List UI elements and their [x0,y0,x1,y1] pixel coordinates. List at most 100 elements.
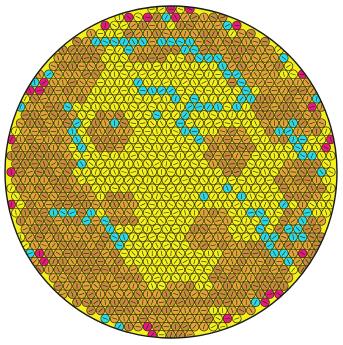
particle-orientation-arrow [239,146,244,150]
particle-orientation-arrow [156,128,158,134]
particle-orientation-arrow [292,185,295,191]
particle-orientation-arrow [254,120,257,126]
particle-orientation-arrow [36,170,42,174]
particle-orientation-arrow [329,202,333,208]
particle-orientation-arrow [103,170,108,174]
particle-orientation-arrow [140,236,146,238]
particle-orientation-arrow [178,219,183,223]
particle-orientation-arrow [146,226,149,232]
particle-orientation-arrow [178,316,183,321]
particle-orientation-arrow [292,250,295,256]
particle-orientation-arrow [79,80,84,85]
particle-orientation-arrow [258,161,262,167]
particle-orientation-arrow [179,234,182,240]
particle-orientation-arrow [102,40,108,44]
particle-orientation-arrow [102,317,108,320]
particle-orientation-arrow [230,96,234,102]
particle-orientation-arrow [304,130,310,132]
particle-orientation-arrow [169,267,173,273]
particle-orientation-arrow [212,161,215,167]
particle-orientation-arrow [37,104,41,110]
particle-orientation-arrow [305,194,310,199]
particle-orientation-arrow [250,96,252,102]
particle-orientation-arrow [197,22,201,28]
particle-orientation-arrow [262,300,268,304]
particle-orientation-arrow [254,299,257,305]
particle-orientation-arrow [234,186,239,191]
particle-orientation-arrow [118,161,121,167]
particle-orientation-arrow [113,55,116,61]
particle-orientation-arrow [174,14,178,20]
particle-orientation-arrow [276,292,282,296]
particle-orientation-arrow [159,72,164,77]
particle-orientation-arrow [52,210,55,216]
particle-orientation-arrow [141,39,145,45]
particle-orientation-arrow [301,218,305,224]
particle-orientation-arrow [184,128,186,134]
particle-orientation-arrow [201,260,207,263]
particle-orientation-arrow [257,194,263,199]
particle-orientation-arrow [165,291,168,297]
particle-orientation-arrow [211,259,216,264]
particle-orientation-arrow [197,186,202,191]
particle-orientation-arrow [47,169,51,175]
particle-orientation-arrow [159,218,164,223]
particle-orientation-arrow [249,112,252,118]
particle-orientation-arrow [224,252,231,255]
particle-orientation-arrow [130,122,137,124]
particle-orientation-arrow [146,96,149,102]
particle-orientation-arrow [163,212,169,214]
particle-orientation-arrow [325,210,327,216]
particle-orientation-arrow [207,185,210,191]
particle-orientation-arrow [295,146,301,149]
particle-orientation-arrow [253,138,259,141]
particle-orientation-arrow [145,194,150,199]
particle-orientation-arrow [126,32,132,36]
particle-orientation-arrow [90,47,93,53]
particle-orientation-arrow [192,162,197,166]
particle-orientation-arrow [240,63,243,69]
particle-orientation-arrow [216,55,220,61]
particle-orientation-arrow [278,128,280,134]
particle-orientation-arrow [253,284,259,287]
particle-orientation-arrow [141,55,145,61]
particle-orientation-arrow [231,258,234,265]
particle-orientation-arrow [66,88,69,94]
particle-orientation-arrow [304,211,310,214]
particle-orientation-arrow [262,283,268,289]
particle-orientation-arrow [107,211,113,215]
particle-orientation-arrow [221,259,225,264]
particle-orientation-arrow [132,315,135,322]
particle-orientation-arrow [206,55,211,61]
particle-orientation-arrow [135,325,141,328]
particle-orientation-arrow [173,178,178,183]
particle-orientation-arrow [159,88,164,93]
particle-orientation-arrow [201,48,207,52]
particle-orientation-arrow [65,105,71,109]
particle-orientation-arrow [113,202,116,208]
particle-orientation-arrow [276,113,282,117]
particle-orientation-arrow [75,299,79,305]
particle-orientation-arrow [207,169,210,175]
particle-orientation-arrow [206,121,211,125]
particle-orientation-arrow [212,128,214,134]
particle-orientation-arrow [79,194,85,199]
particle-orientation-arrow [244,55,248,61]
particle-orientation-arrow [33,193,37,199]
particle-orientation-arrow [135,31,141,36]
particle-orientation-arrow [121,170,127,174]
particle-orientation-arrow [174,80,178,85]
particle-orientation-arrow [97,260,104,263]
particle-orientation-arrow [131,72,136,77]
particle-orientation-arrow [155,31,159,37]
particle-orientation-arrow [304,113,310,117]
particle-orientation-arrow [183,63,187,69]
particle-orientation-arrow [99,128,102,134]
particle-orientation-arrow [107,112,112,118]
particle-orientation-arrow [262,56,268,60]
particle-orientation-arrow [23,161,27,167]
particle-orientation-arrow [168,122,174,125]
particle-orientation-arrow [93,251,99,256]
particle-orientation-arrow [61,63,65,69]
particle-orientation-arrow [225,88,230,93]
